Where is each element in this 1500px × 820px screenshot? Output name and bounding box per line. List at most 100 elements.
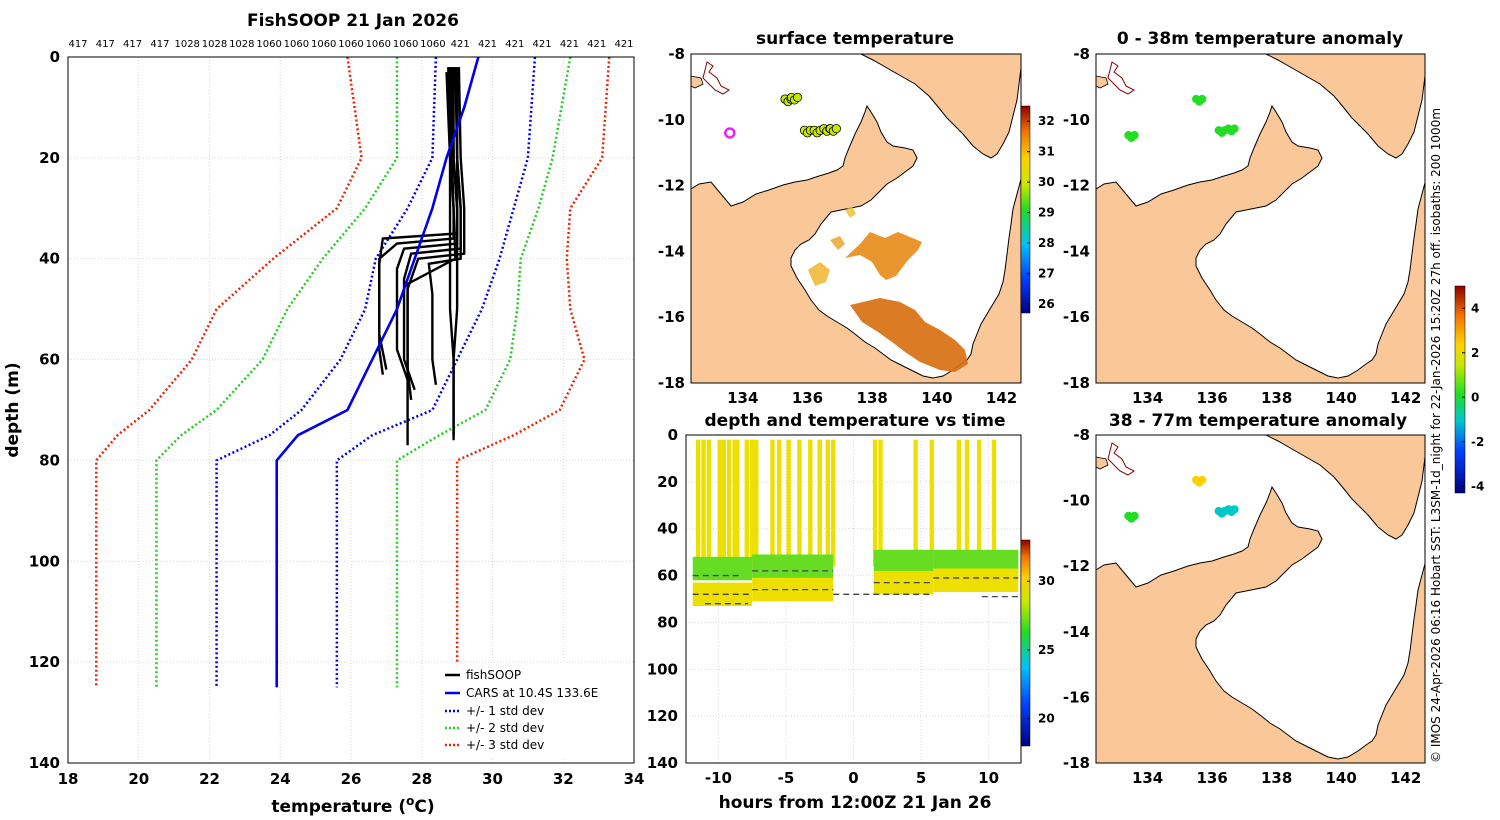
- sst-colorbar-tick-label: 30: [1038, 175, 1055, 189]
- timeseries-colorbar-tick-label: 20: [1038, 712, 1055, 726]
- profile-x-tick-label: 32: [553, 770, 574, 788]
- map-data-point: [1198, 94, 1207, 104]
- profile-axes-box: [67, 56, 635, 764]
- timeseries-x-tick-label: -5: [778, 769, 795, 787]
- fishsoop-cast-line: [406, 67, 457, 446]
- profile-top-label: 1060: [366, 39, 391, 50]
- timeseries-thermocline-band: [873, 549, 934, 574]
- std-curve: [95, 57, 363, 688]
- sst-y-ticks: -8 -10 -12 -14 -16 -18: [658, 45, 685, 392]
- profile-y-label: depth (m): [3, 362, 23, 457]
- map-x-tick-label: 136: [792, 389, 823, 407]
- timeseries-title: depth and temperature vs time: [705, 411, 1006, 431]
- map-x-tick-label: 134: [1132, 389, 1163, 407]
- map-data-point: [792, 92, 803, 103]
- map-y-tick-label: -8: [1073, 45, 1090, 63]
- map-x-tick-label: 138: [1261, 769, 1292, 787]
- timeseries-cast-yellow: [913, 439, 918, 567]
- map-y-tick-label: -18: [1063, 374, 1090, 392]
- timeseries-y-ticks: 0 20 40 60 80 100 120 140: [647, 426, 678, 772]
- map-x-tick-label: 136: [1196, 389, 1227, 407]
- profile-top-label: 1060: [420, 39, 445, 50]
- map-data-point: [1130, 131, 1139, 140]
- map-y-tick-label: -14: [1063, 242, 1090, 260]
- timeseries-y-tick-label: 80: [657, 613, 678, 631]
- profile-x-tick-label: 26: [341, 770, 362, 788]
- timeseries-cast-yellow: [706, 439, 712, 567]
- fishsoop-cast-line: [445, 72, 455, 441]
- profile-top-label: 417: [96, 39, 115, 50]
- timeseries-bottom-band: [933, 568, 1019, 592]
- profile-top-label: 421: [505, 39, 524, 50]
- profile-y-tick-label: 120: [29, 653, 60, 671]
- timeseries-cast-yellow: [808, 439, 813, 567]
- timeseries-colorbar-tick-label: 30: [1038, 574, 1055, 588]
- profile-y-tick-label: 40: [39, 250, 60, 268]
- anomaly-shallow-y-ticks: -8 -10 -12 -14 -16 -18: [1063, 45, 1090, 392]
- sst-colorbar-tick-label: 31: [1038, 145, 1055, 159]
- std-curve: [215, 57, 438, 688]
- legend-std2: +/- 2 std dev: [466, 721, 544, 735]
- timeseries-marks: [692, 439, 1019, 607]
- anomaly-shallow-points: [1124, 94, 1239, 142]
- profile-top-label: 1060: [256, 39, 281, 50]
- timeseries-x-label: hours from 12:00Z 21 Jan 26: [719, 793, 992, 813]
- sst-colorbar-tick-label: 27: [1038, 266, 1055, 280]
- profile-x-tick-label: 30: [482, 770, 503, 788]
- timeseries-cast-yellow: [872, 439, 878, 567]
- profile-top-label: 1028: [174, 39, 199, 50]
- map-y-tick-label: -10: [1063, 492, 1090, 510]
- map-y-tick-label: -16: [1063, 308, 1090, 326]
- anomaly-colorbar: [1454, 285, 1466, 494]
- profile-top-label: 1028: [229, 39, 254, 50]
- timeseries-cast-yellow: [976, 439, 982, 567]
- sst-points: [724, 92, 841, 139]
- credit-line: © IMOS 24-Apr-2026 06:16 Hobart SST: L3S…: [1429, 108, 1443, 763]
- legend-cars: CARS at 10.4S 133.6E: [466, 686, 598, 700]
- profile-x-tick-label: 20: [128, 770, 149, 788]
- timeseries-cast-yellow: [825, 439, 831, 567]
- map-x-tick-label: 142: [986, 389, 1017, 407]
- map-y-tick-label: -14: [658, 242, 685, 260]
- map-x-tick-label: 140: [921, 389, 952, 407]
- profile-y-tick-label: 60: [39, 351, 60, 369]
- timeseries-thermocline-band: [692, 556, 753, 581]
- sst-x-ticks: 134 136 138 140 142: [727, 389, 1017, 407]
- anomaly-deep-title: 38 - 77m temperature anomaly: [1109, 411, 1407, 431]
- map-data-point: [1230, 505, 1239, 514]
- timeseries-cast-yellow: [929, 439, 935, 567]
- map-x-tick-label: 134: [727, 389, 758, 407]
- timeseries-x-ticks: -10 -5 0 5 10: [705, 769, 999, 787]
- map-x-tick-label: 142: [1390, 769, 1421, 787]
- map-x-tick-label: 136: [1196, 769, 1227, 787]
- profile-gridlines: [67, 56, 635, 764]
- map-data-point: [1198, 475, 1207, 485]
- map-x-tick-label: 140: [1325, 389, 1356, 407]
- anomaly-shallow-title: 0 - 38m temperature anomaly: [1117, 29, 1403, 49]
- timeseries-y-tick-label: 40: [657, 520, 678, 538]
- timeseries-cast-yellow: [777, 439, 782, 567]
- legend-fishsoop: fishSOOP: [466, 668, 521, 682]
- anomaly-colorbar-tick-label: 4: [1471, 301, 1479, 315]
- map-y-tick-label: -10: [1063, 111, 1090, 129]
- profile-top-label: 421: [451, 39, 470, 50]
- anomaly-deep-panel: 38 - 77m temperature anomaly 134 136 138 14…: [1063, 285, 1484, 787]
- std-curve: [455, 57, 611, 688]
- timeseries-cast-yellow: [721, 439, 727, 567]
- profile-x-tick-label: 34: [624, 770, 645, 788]
- timeseries-y-tick-label: 140: [647, 754, 678, 772]
- cars-climatology-line: [275, 57, 480, 688]
- sst-colorbar-tick-label: 26: [1038, 297, 1055, 311]
- timeseries-cast-yellow: [817, 439, 822, 567]
- map-y-tick-label: -18: [1063, 754, 1090, 772]
- profile-top-label: 1060: [338, 39, 363, 50]
- timeseries-y-tick-label: 120: [647, 707, 678, 725]
- profile-top-label: 417: [123, 39, 142, 50]
- fishsoop-cast-line: [378, 67, 459, 375]
- profile-top-label: 417: [68, 39, 87, 50]
- sst-colorbar-tick-label: 32: [1038, 114, 1055, 128]
- timeseries-colorbar: [1020, 539, 1031, 747]
- anomaly-colorbar-ticks: 4 2 0 -2 -4: [1462, 301, 1484, 493]
- timeseries-cast-yellow: [831, 439, 836, 567]
- timeseries-bottom-band: [692, 582, 753, 607]
